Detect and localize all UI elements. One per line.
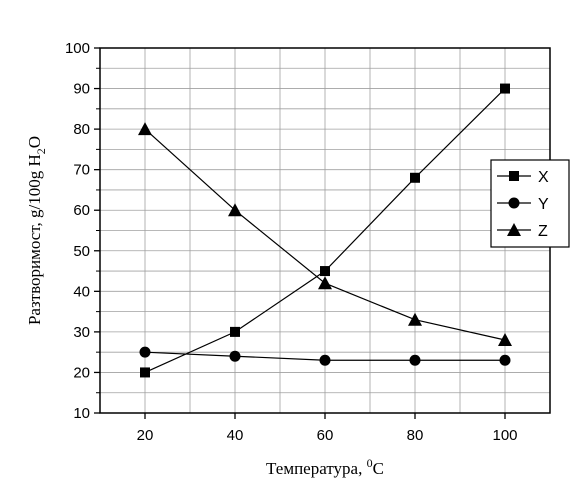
x-axis-title: Температура, 0C <box>266 456 384 478</box>
series-z <box>138 122 512 346</box>
data-point-z <box>318 276 332 290</box>
data-point-z <box>138 122 152 136</box>
y-tick-label: 30 <box>73 324 90 341</box>
axes: 20 40 60 80 100 10 20 30 40 50 60 70 80 90 100 <box>65 40 518 444</box>
legend-label-z: Z <box>538 223 548 240</box>
x-tick-label: 80 <box>407 427 424 444</box>
x-tick-label: 20 <box>137 427 154 444</box>
x-tick-label: 60 <box>317 427 334 444</box>
data-point-z <box>498 333 512 346</box>
series-layer <box>138 83 512 378</box>
y-tick-label: 60 <box>73 202 90 219</box>
y-tick-label: 90 <box>73 81 90 98</box>
data-point-z <box>228 203 242 217</box>
data-point-y <box>139 346 151 358</box>
legend-label-y: Y <box>538 196 549 213</box>
data-point-y <box>499 354 511 366</box>
data-point-x <box>320 266 330 277</box>
series-x <box>140 83 510 378</box>
y-tick-label: 70 <box>73 162 90 179</box>
legend-label-x: X <box>538 169 549 186</box>
data-point-z <box>408 312 422 326</box>
data-point-x <box>410 172 420 183</box>
legend-marker-y <box>508 197 520 209</box>
y-tick-label: 50 <box>73 243 90 260</box>
data-point-y <box>319 354 331 366</box>
legend-marker-z <box>507 223 521 236</box>
data-point-x <box>230 326 240 337</box>
x-tick-label: 40 <box>227 427 244 444</box>
y-axis-title: Разтворимост, g/100g H2O <box>25 136 48 325</box>
grid <box>100 48 550 413</box>
x-tick-label: 100 <box>492 427 517 444</box>
data-point-x <box>500 83 510 94</box>
data-point-x <box>140 367 150 378</box>
data-point-y <box>409 354 421 366</box>
y-tick-label: 10 <box>73 405 90 422</box>
y-tick-label: 100 <box>65 40 90 57</box>
y-tick-label: 80 <box>73 121 90 138</box>
legend: XYZ <box>490 159 570 248</box>
data-point-y <box>229 350 241 362</box>
y-tick-label: 20 <box>73 364 90 381</box>
y-tick-label: 40 <box>73 283 90 300</box>
series-y <box>139 346 511 366</box>
legend-marker-x <box>509 171 519 181</box>
